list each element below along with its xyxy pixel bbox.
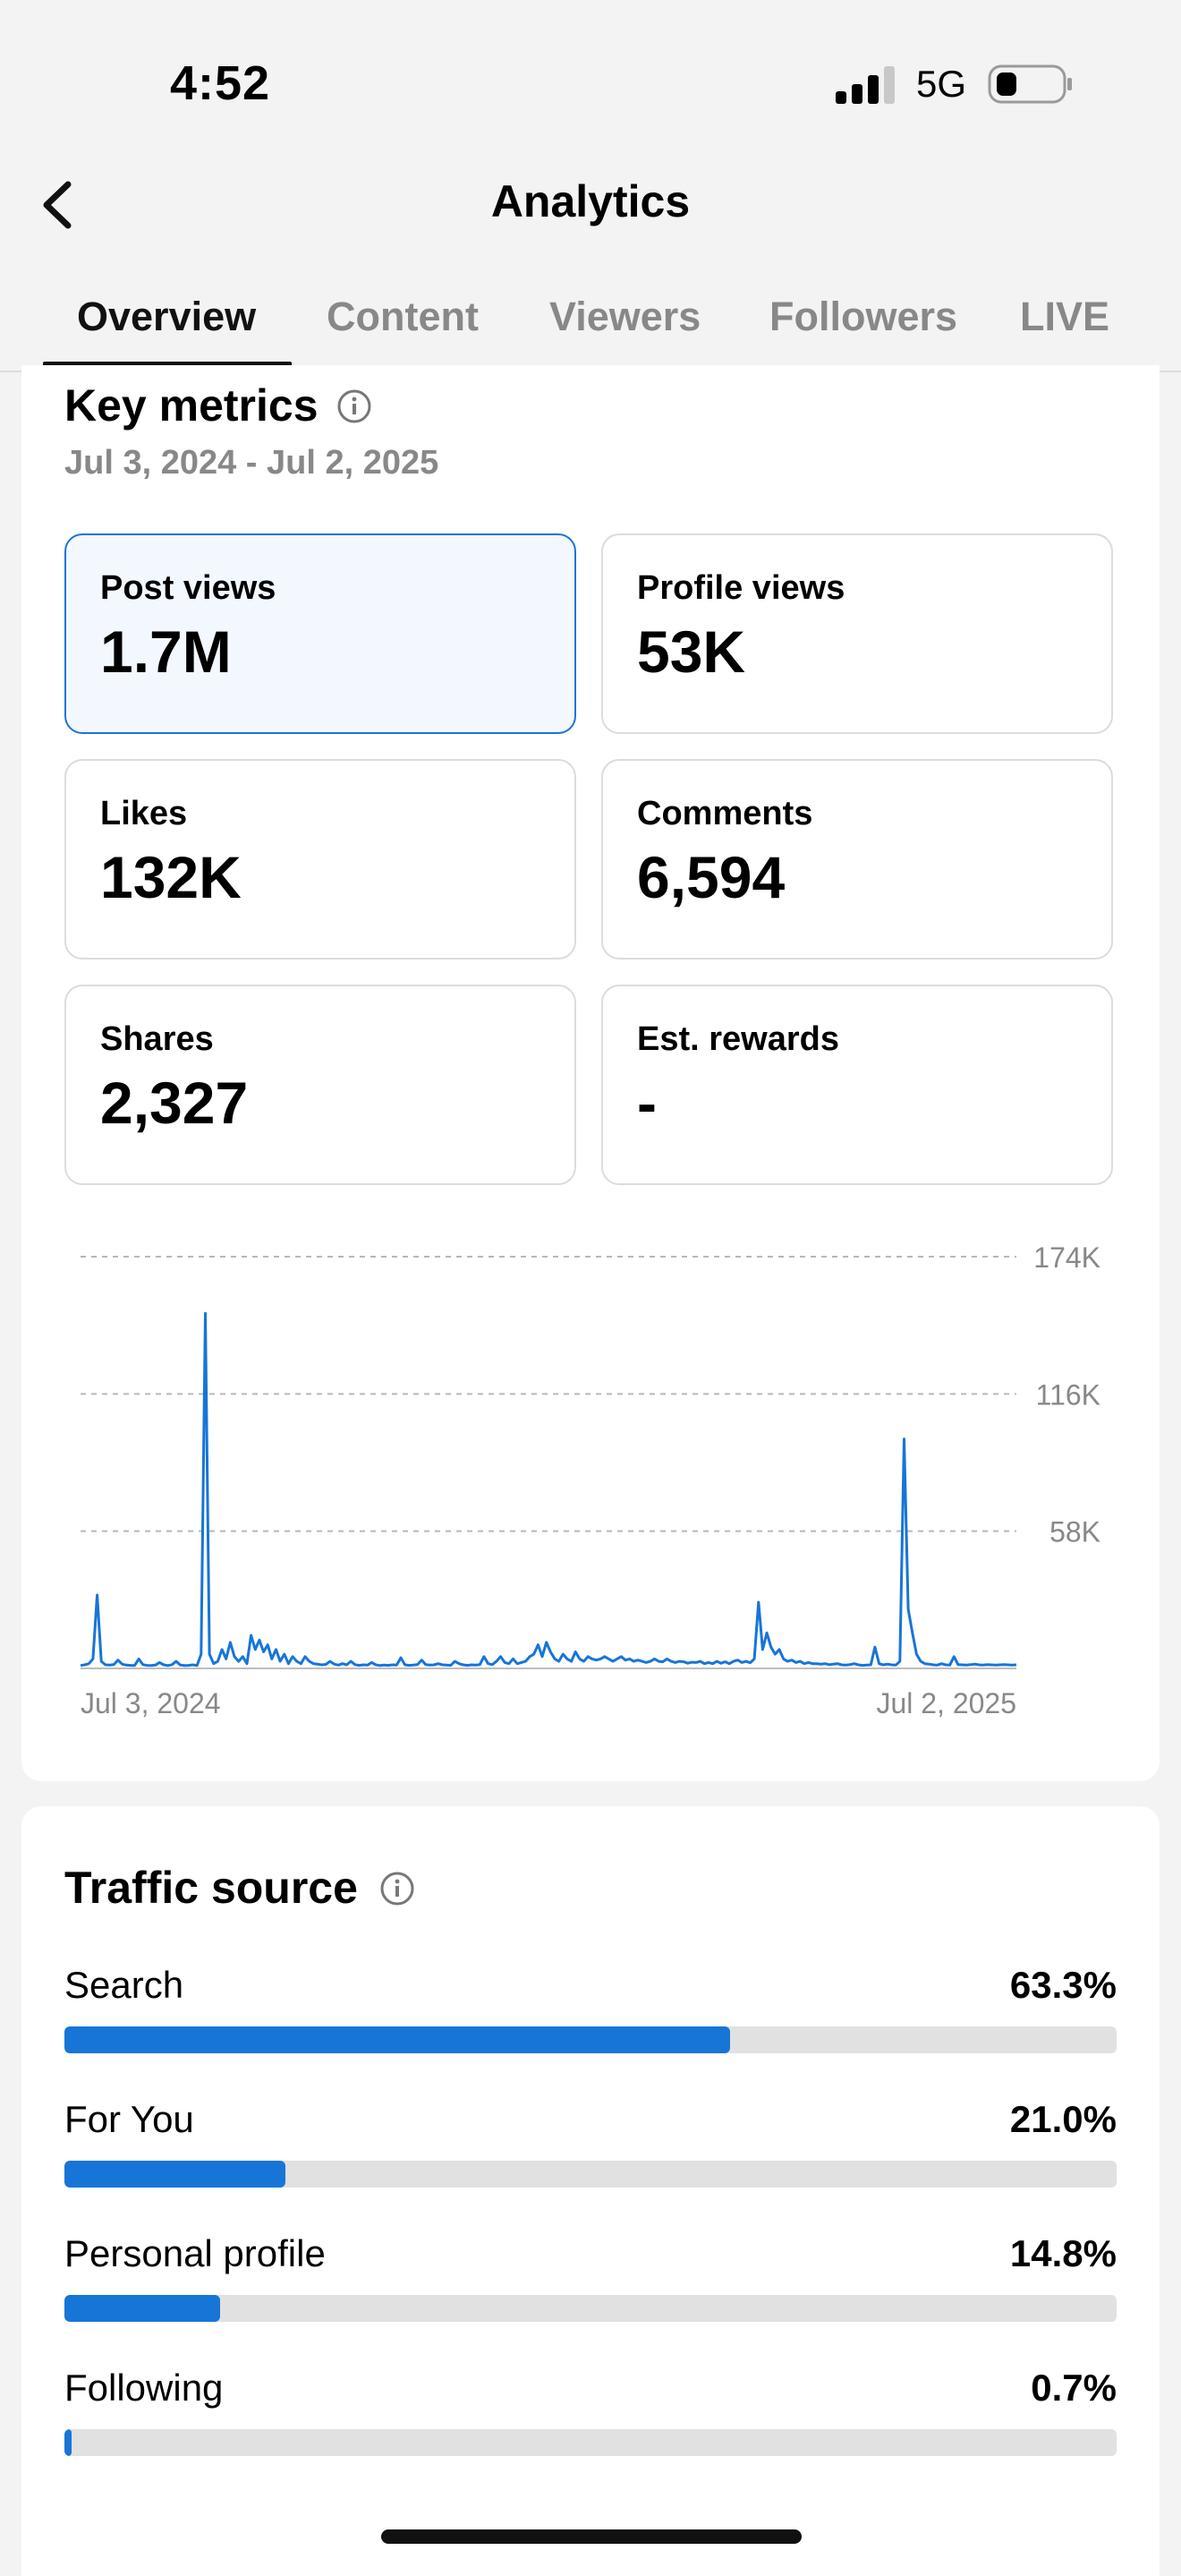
traffic-source-bar-fill xyxy=(64,2161,285,2188)
post-views-series-line xyxy=(80,1311,1017,1668)
metric-label: Est. rewards xyxy=(637,1020,839,1058)
tab-bar: Overview Content Viewers Followers LIVE xyxy=(0,281,1181,372)
back-arrow-icon[interactable] xyxy=(36,174,81,236)
network-type: 5G xyxy=(916,63,967,105)
info-icon[interactable] xyxy=(336,388,372,424)
metric-label: Shares xyxy=(100,1020,214,1058)
metric-label: Profile views xyxy=(637,569,845,607)
post-views-line-chart[interactable]: 174K 116K 58K Jul 3, 2024 Jul 2, 2025 xyxy=(63,1226,1136,1727)
y-tick-label: 174K xyxy=(1033,1241,1100,1274)
y-tick-label: 58K xyxy=(1049,1516,1100,1548)
traffic-source-label: Following xyxy=(64,2367,224,2409)
metric-value: 6,594 xyxy=(637,844,786,910)
traffic-source-percent: 63.3% xyxy=(1009,1964,1117,2006)
battery-icon xyxy=(988,64,1072,104)
metric-value: - xyxy=(637,1070,657,1136)
tab-overview[interactable]: Overview xyxy=(77,294,257,339)
traffic-source-percent: 14.8% xyxy=(1009,2232,1117,2274)
traffic-source-percent: 21.0% xyxy=(1009,2098,1117,2140)
traffic-source-label: For You xyxy=(64,2098,194,2140)
x-end-label: Jul 2, 2025 xyxy=(876,1687,1016,1719)
metric-value: 53K xyxy=(637,618,746,685)
traffic-source-bar-track xyxy=(64,2161,1117,2188)
y-tick-label: 116K xyxy=(1036,1378,1100,1411)
metric-shares[interactable]: Shares 2,327 xyxy=(64,985,576,1185)
traffic-source-bar-fill xyxy=(64,2026,731,2053)
tab-followers[interactable]: Followers xyxy=(769,294,958,339)
metric-value: 1.7M xyxy=(100,618,232,685)
status-time: 4:52 xyxy=(170,56,271,110)
tab-viewers[interactable]: Viewers xyxy=(549,294,701,339)
metric-profile-views[interactable]: Profile views 53K xyxy=(601,533,1113,734)
traffic-source-bar-fill xyxy=(64,2429,72,2456)
metric-comments[interactable]: Comments 6,594 xyxy=(601,759,1113,960)
metric-label: Likes xyxy=(100,795,188,832)
page-title: Analytics xyxy=(490,176,691,226)
metric-est-rewards[interactable]: Est. rewards - xyxy=(601,985,1113,1185)
traffic-source-percent: 0.7% xyxy=(1031,2367,1117,2409)
date-range: Jul 3, 2024 - Jul 2, 2025 xyxy=(64,444,439,482)
traffic-source-bar-track xyxy=(64,2295,1117,2322)
x-start-label: Jul 3, 2024 xyxy=(81,1687,221,1719)
metric-post-views[interactable]: Post views 1.7M xyxy=(64,533,576,734)
metric-value: 132K xyxy=(100,844,242,910)
traffic-source-bar-track xyxy=(64,2429,1117,2456)
traffic-source-bar-track xyxy=(64,2026,1117,2053)
traffic-source-label: Search xyxy=(64,1964,184,2006)
traffic-source-title: Traffic source xyxy=(64,1863,358,1913)
metric-label: Post views xyxy=(100,569,276,607)
metric-value: 2,327 xyxy=(100,1070,249,1136)
tab-live[interactable]: LIVE xyxy=(1020,294,1110,339)
traffic-source-card xyxy=(21,1806,1160,2576)
key-metrics-title: Key metrics xyxy=(64,380,319,431)
traffic-source-bar-fill xyxy=(64,2295,221,2322)
metric-label: Comments xyxy=(637,795,813,832)
traffic-source-label: Personal profile xyxy=(64,2232,326,2274)
metric-likes[interactable]: Likes 132K xyxy=(64,759,576,960)
info-icon[interactable] xyxy=(379,1871,415,1906)
home-indicator xyxy=(381,2529,802,2544)
cellular-signal-icon xyxy=(836,66,895,104)
tab-content[interactable]: Content xyxy=(327,294,479,339)
